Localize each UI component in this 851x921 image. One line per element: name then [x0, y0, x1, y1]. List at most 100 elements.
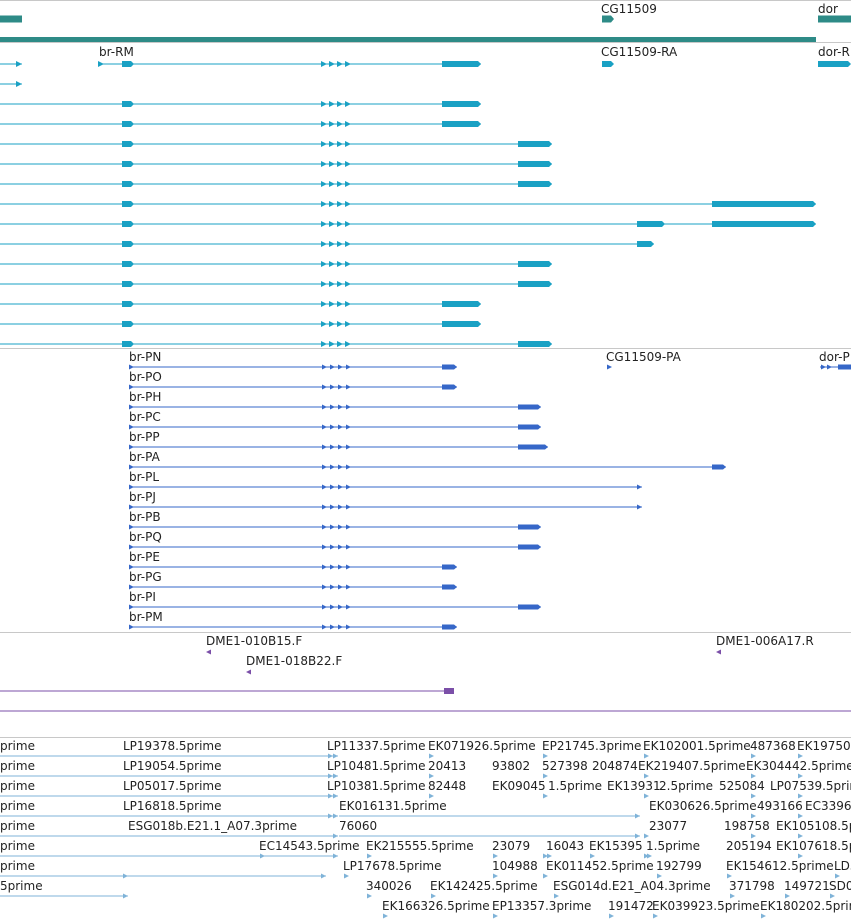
est-arrow[interactable] [761, 913, 766, 919]
est-label[interactable]: LP19378.5prime [123, 739, 222, 753]
protein-arrow-dor[interactable] [827, 364, 832, 370]
est-label[interactable]: prime [0, 839, 35, 853]
est-arrow[interactable] [547, 853, 552, 859]
est-arrow[interactable] [543, 753, 548, 759]
protein-exon[interactable] [338, 384, 343, 390]
est-label[interactable]: 371798 [729, 879, 775, 893]
protein-exon[interactable] [330, 604, 335, 610]
protein-exon[interactable] [442, 564, 457, 570]
est-arrow[interactable] [543, 793, 548, 799]
gene-label-dor[interactable]: dor [818, 2, 838, 16]
protein-exon[interactable] [330, 444, 335, 450]
est-label[interactable]: EC33960 [805, 799, 851, 813]
est-label[interactable]: 104988 [492, 859, 538, 873]
mrna-arrow[interactable] [16, 61, 22, 67]
est-arrow[interactable] [751, 833, 756, 839]
est-label[interactable]: LP05017.5prime [123, 779, 222, 793]
mrna-exon[interactable] [321, 261, 327, 267]
mrna-exon[interactable] [329, 281, 335, 287]
protein-arrow[interactable] [129, 384, 134, 390]
mrna-exon[interactable] [712, 221, 816, 227]
est-arrow[interactable] [644, 793, 649, 799]
est-arrow[interactable] [383, 913, 388, 919]
mrna-exon[interactable] [122, 181, 134, 187]
mrna-exon[interactable] [122, 301, 134, 307]
est-label[interactable]: LP16818.5prime [123, 799, 222, 813]
protein-arrow[interactable] [129, 404, 134, 410]
est-label[interactable]: EK19750 [797, 739, 851, 753]
gene-label-cg11509[interactable]: CG11509 [601, 2, 657, 16]
protein-exon[interactable] [712, 464, 726, 470]
oligo-marker[interactable] [206, 649, 211, 655]
est-label[interactable]: 205194 [726, 839, 772, 853]
est-arrow[interactable] [644, 773, 649, 779]
protein-exon[interactable] [338, 584, 343, 590]
mrna-exon[interactable] [321, 341, 327, 347]
est-label[interactable]: prime [0, 759, 35, 773]
est-label[interactable]: EK030626.5prime [649, 799, 757, 813]
protein-exon[interactable] [346, 544, 351, 550]
est-arrow[interactable] [328, 753, 333, 759]
protein-exon-dor[interactable] [838, 364, 851, 370]
protein-label-br-ph[interactable]: br-PH [129, 390, 162, 404]
mrna-exon[interactable] [337, 181, 343, 187]
protein-exon[interactable] [518, 404, 541, 410]
est-arrow[interactable] [609, 913, 614, 919]
mrna-exon[interactable] [337, 61, 343, 67]
protein-label-br-pe[interactable]: br-PE [129, 550, 160, 564]
mrna-exon[interactable] [329, 321, 335, 327]
protein-label-br-pj[interactable]: br-PJ [129, 490, 156, 504]
est-arrow[interactable] [333, 773, 338, 779]
est-arrow[interactable] [647, 853, 652, 859]
est-arrow[interactable] [429, 773, 434, 779]
protein-exon[interactable] [330, 504, 335, 510]
est-arrow[interactable] [653, 913, 658, 919]
est-label[interactable]: EK180202.5prim [760, 899, 851, 913]
est-label[interactable]: LD3 [834, 859, 851, 873]
est-arrow[interactable] [333, 813, 338, 819]
protein-arrow[interactable] [637, 504, 642, 510]
protein-exon[interactable] [346, 464, 351, 470]
mrna-exon[interactable] [122, 101, 134, 107]
mrna-exon[interactable] [321, 321, 327, 327]
mrna-exon[interactable] [321, 61, 327, 67]
mrna-exon[interactable] [345, 141, 351, 147]
mrna-exon[interactable] [321, 221, 327, 227]
est-arrow[interactable] [644, 833, 649, 839]
est-arrow[interactable] [644, 853, 649, 859]
protein-exon[interactable] [346, 424, 351, 430]
est-label[interactable]: 527398 [542, 759, 588, 773]
protein-exon[interactable] [346, 504, 351, 510]
mrna-exon[interactable] [518, 341, 552, 347]
est-label[interactable]: EK142425.5prime [430, 879, 538, 893]
est-label[interactable]: EP21745.3prime [542, 739, 642, 753]
est-arrow[interactable] [321, 873, 326, 879]
mrna-exon[interactable] [321, 301, 327, 307]
mrna-exon[interactable] [321, 161, 327, 167]
protein-exon[interactable] [330, 424, 335, 430]
est-label[interactable]: SD0 [829, 879, 851, 893]
mrna-exon[interactable] [122, 141, 134, 147]
protein-exon[interactable] [346, 524, 351, 530]
protein-arrow[interactable] [129, 544, 134, 550]
mrna-exon[interactable] [345, 61, 351, 67]
protein-exon[interactable] [346, 584, 351, 590]
protein-exon[interactable] [518, 604, 541, 610]
protein-exon[interactable] [322, 584, 327, 590]
mrna-label-dor-r[interactable]: dor-R [818, 45, 850, 59]
protein-exon[interactable] [346, 624, 351, 630]
est-arrow[interactable] [644, 753, 649, 759]
protein-exon[interactable] [338, 604, 343, 610]
est-label[interactable]: 192799 [656, 859, 702, 873]
est-label[interactable]: 1.5prime [646, 839, 701, 853]
est-arrow[interactable] [798, 853, 803, 859]
est-label[interactable]: LP11337.5prime [327, 739, 426, 753]
est-arrow[interactable] [543, 853, 548, 859]
protein-exon[interactable] [322, 444, 327, 450]
mrna-exon[interactable] [345, 161, 351, 167]
oligo-label-dme1-010b15-f[interactable]: DME1-010B15.F [206, 634, 303, 648]
est-arrow[interactable] [835, 873, 840, 879]
est-label[interactable]: EK105108.5pr [776, 819, 851, 833]
mrna-label-br-rm[interactable]: br-RM [99, 45, 134, 59]
mrna-exon[interactable] [345, 201, 351, 207]
